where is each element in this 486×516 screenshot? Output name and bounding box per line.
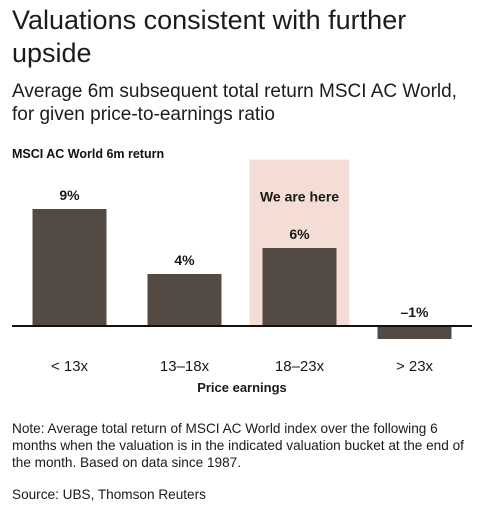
value-label-0: 9% (59, 187, 80, 203)
y-axis-label: MSCI AC World 6m return (12, 147, 165, 161)
highlight-label: We are here (260, 189, 339, 205)
bar-chart: We are here 9% 4% 6% –1% < 13x 13–18x 18–23x >… (12, 159, 472, 395)
value-label-3: –1% (400, 304, 429, 320)
value-label-1: 4% (174, 252, 195, 268)
x-tick-label-2: 18–23x (275, 358, 325, 375)
chart-source: Source: UBS, Thomson Reuters (12, 487, 206, 502)
value-labels-group: 9% 4% 6% –1% (59, 187, 429, 320)
bars-group (32, 209, 452, 339)
chart-note: Note: Average total return of MSCI AC Wo… (12, 421, 464, 470)
chart-subtitle: Average 6m subsequent total return MSCI … (12, 81, 457, 125)
chart-title: Valuations consistent with further upsid… (12, 5, 407, 68)
x-tick-labels-group: < 13x 13–18x 18–23x > 23x (51, 358, 434, 375)
bar-1 (147, 274, 222, 326)
x-tick-label-1: 13–18x (160, 358, 210, 375)
x-axis-label: Price earnings (197, 380, 287, 395)
bar-0 (32, 209, 107, 326)
x-tick-label-0: < 13x (51, 358, 89, 375)
value-label-2: 6% (289, 226, 310, 242)
bar-2 (262, 248, 337, 326)
bar-3 (377, 326, 452, 339)
x-tick-label-3: > 23x (396, 358, 434, 375)
